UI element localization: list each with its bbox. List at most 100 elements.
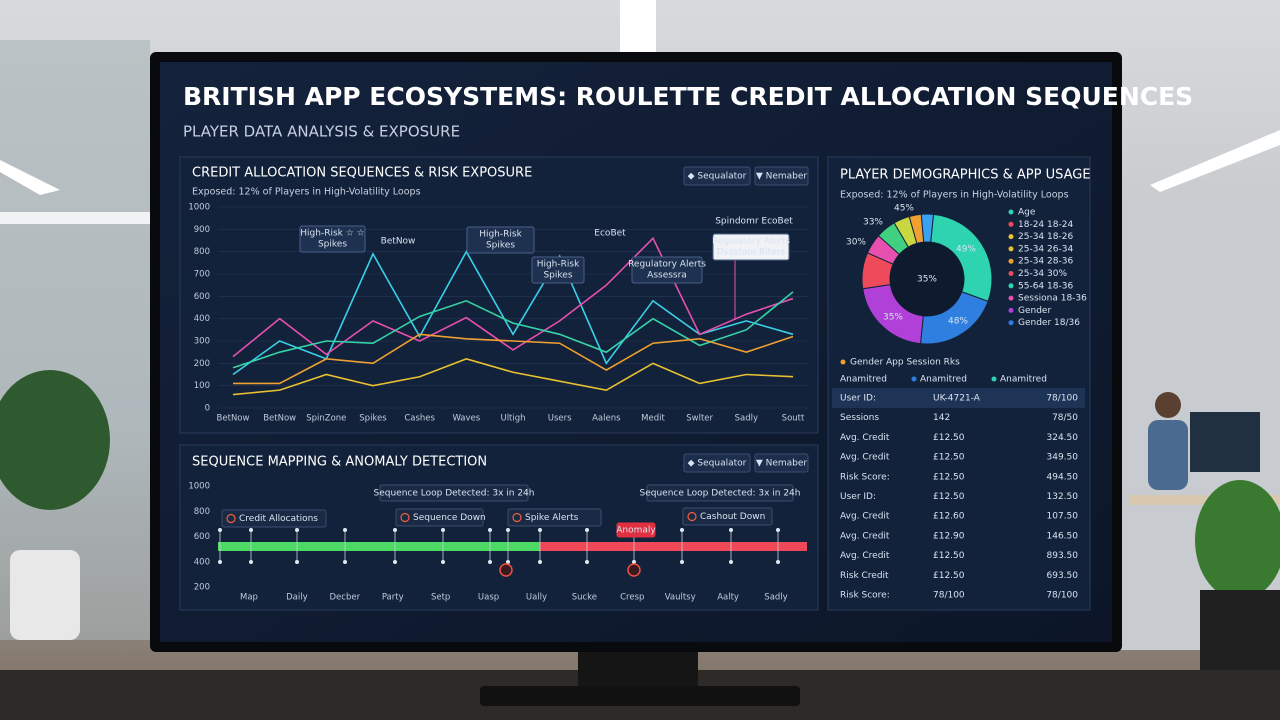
y-tick-label: 800 — [194, 247, 210, 257]
row-highlight — [832, 388, 1085, 408]
legend-label: Gender — [1018, 306, 1051, 316]
table-cell: 349.50 — [1047, 453, 1079, 463]
annotation: Assessra — [647, 271, 687, 281]
x-tick-label: Aalty — [717, 593, 739, 603]
y-tick-label: 700 — [194, 270, 210, 280]
annotation: Regulatory Alerts — [712, 237, 790, 247]
control-label[interactable]: ▼ Nemaber — [756, 459, 808, 469]
annotation: Spikes — [486, 241, 515, 251]
annotation-box — [531, 256, 585, 284]
table-cell: 142 — [933, 413, 950, 423]
table-cell: 132.50 — [1047, 492, 1079, 502]
event-icon — [512, 512, 522, 523]
legend-label: 25-34 18-26 — [1018, 232, 1073, 242]
pie-annotation: 48% — [948, 317, 968, 327]
annotation: Spikes — [318, 240, 347, 250]
legend-dot — [1008, 320, 1014, 326]
control-button[interactable] — [683, 453, 751, 473]
ceiling-light — [620, 0, 656, 52]
x-tick-label: SpinZone — [306, 414, 346, 424]
y-tick-label: 800 — [194, 507, 210, 517]
annotation-box — [299, 225, 366, 253]
panel-title: CREDIT ALLOCATION SEQUENCES & RISK EXPOS… — [192, 166, 532, 181]
control-label[interactable]: ◆ Sequalator — [688, 172, 747, 182]
event-dot — [218, 560, 222, 564]
pie-annotation: 49% — [956, 245, 976, 255]
table-cell: £12.90 — [933, 531, 965, 541]
event-box — [616, 522, 656, 538]
event-box — [682, 507, 773, 526]
event-dot — [585, 560, 589, 564]
monitor-base — [480, 686, 800, 706]
control-button[interactable] — [754, 166, 809, 186]
table-cell: Risk Credit — [840, 571, 889, 581]
table-cell: £12.50 — [933, 433, 965, 443]
series-line — [232, 358, 794, 396]
table-cell: £12.50 — [933, 453, 965, 463]
panel-subtitle: Exposed: 12% of Players in High-Volatili… — [840, 190, 1069, 201]
x-tick-label: Party — [382, 593, 404, 603]
x-tick-label: Setp — [431, 593, 450, 603]
monitor-stand — [578, 645, 698, 690]
ceiling-light — [0, 160, 60, 195]
annotation: Spikes — [543, 271, 572, 281]
table-cell: Avg. Credit — [840, 433, 890, 443]
table-cell: Avg. Credit — [840, 531, 890, 541]
x-tick-label: BetNow — [217, 414, 250, 424]
event-dot — [729, 528, 733, 532]
legend-dot — [1008, 307, 1014, 313]
event-label: Sequence Down — [413, 513, 486, 523]
control-button[interactable] — [754, 453, 809, 473]
event-dot — [488, 560, 492, 564]
event-label: Anomaly — [616, 526, 656, 536]
ceiling-light — [1150, 130, 1280, 192]
y-tick-label: 1000 — [188, 482, 210, 492]
y-tick-label: 900 — [194, 225, 210, 235]
x-tick-label: Cashes — [404, 414, 435, 424]
x-tick-label: Sadly — [764, 593, 787, 603]
legend-label: Gender 18/36 — [1018, 318, 1080, 328]
x-tick-label: Swlter — [686, 414, 713, 424]
callout: Sequence Loop Detected: 3x in 24h — [640, 489, 801, 499]
event-icon — [687, 511, 697, 522]
x-tick-label: Spikes — [359, 414, 387, 424]
event-box — [395, 508, 484, 527]
legend-dot — [1008, 234, 1014, 240]
legend-dot — [1008, 295, 1014, 301]
event-dot — [538, 560, 542, 564]
event-dot — [441, 560, 445, 564]
event-dot — [249, 528, 253, 532]
plant — [0, 370, 110, 510]
control-label[interactable]: ▼ Nemaber — [756, 172, 808, 182]
y-tick-label: 400 — [194, 557, 210, 567]
event-dot — [776, 560, 780, 564]
x-tick-label: Cresp — [620, 593, 644, 603]
event-dot — [506, 528, 510, 532]
x-tick-label: BetNow — [263, 414, 296, 424]
footer-label: Gender App Session Rks — [850, 358, 960, 368]
y-tick-label: 200 — [194, 359, 210, 369]
x-tick-label: Daily — [286, 593, 308, 603]
event-dot — [249, 560, 253, 564]
legend-dot — [1008, 221, 1014, 227]
panel-title: PLAYER DEMOGRAPHICS & APP USAGE — [840, 168, 1091, 183]
person — [1148, 420, 1188, 490]
table-cell: Sessions — [840, 413, 879, 423]
legend-dot — [1008, 258, 1014, 264]
pie-annotation: 30% — [846, 238, 866, 248]
panel — [179, 156, 819, 434]
control-label[interactable]: ◆ Sequalator — [688, 459, 747, 469]
y-tick-label: 300 — [194, 337, 210, 347]
table-cell: 78/100 — [933, 591, 965, 601]
annotation: Dvsstom Riters — [717, 248, 786, 258]
x-tick-label: Users — [548, 414, 572, 424]
control-button[interactable] — [683, 166, 751, 186]
x-tick-label: Ually — [526, 593, 547, 603]
legend-dot — [1008, 283, 1014, 289]
x-tick-label: Decber — [330, 593, 361, 603]
event-label: Spike Alerts — [525, 513, 579, 523]
legend-dot — [911, 376, 917, 382]
footer-item: Anamitred — [920, 375, 967, 385]
legend-label: 25-34 30% — [1018, 269, 1067, 279]
